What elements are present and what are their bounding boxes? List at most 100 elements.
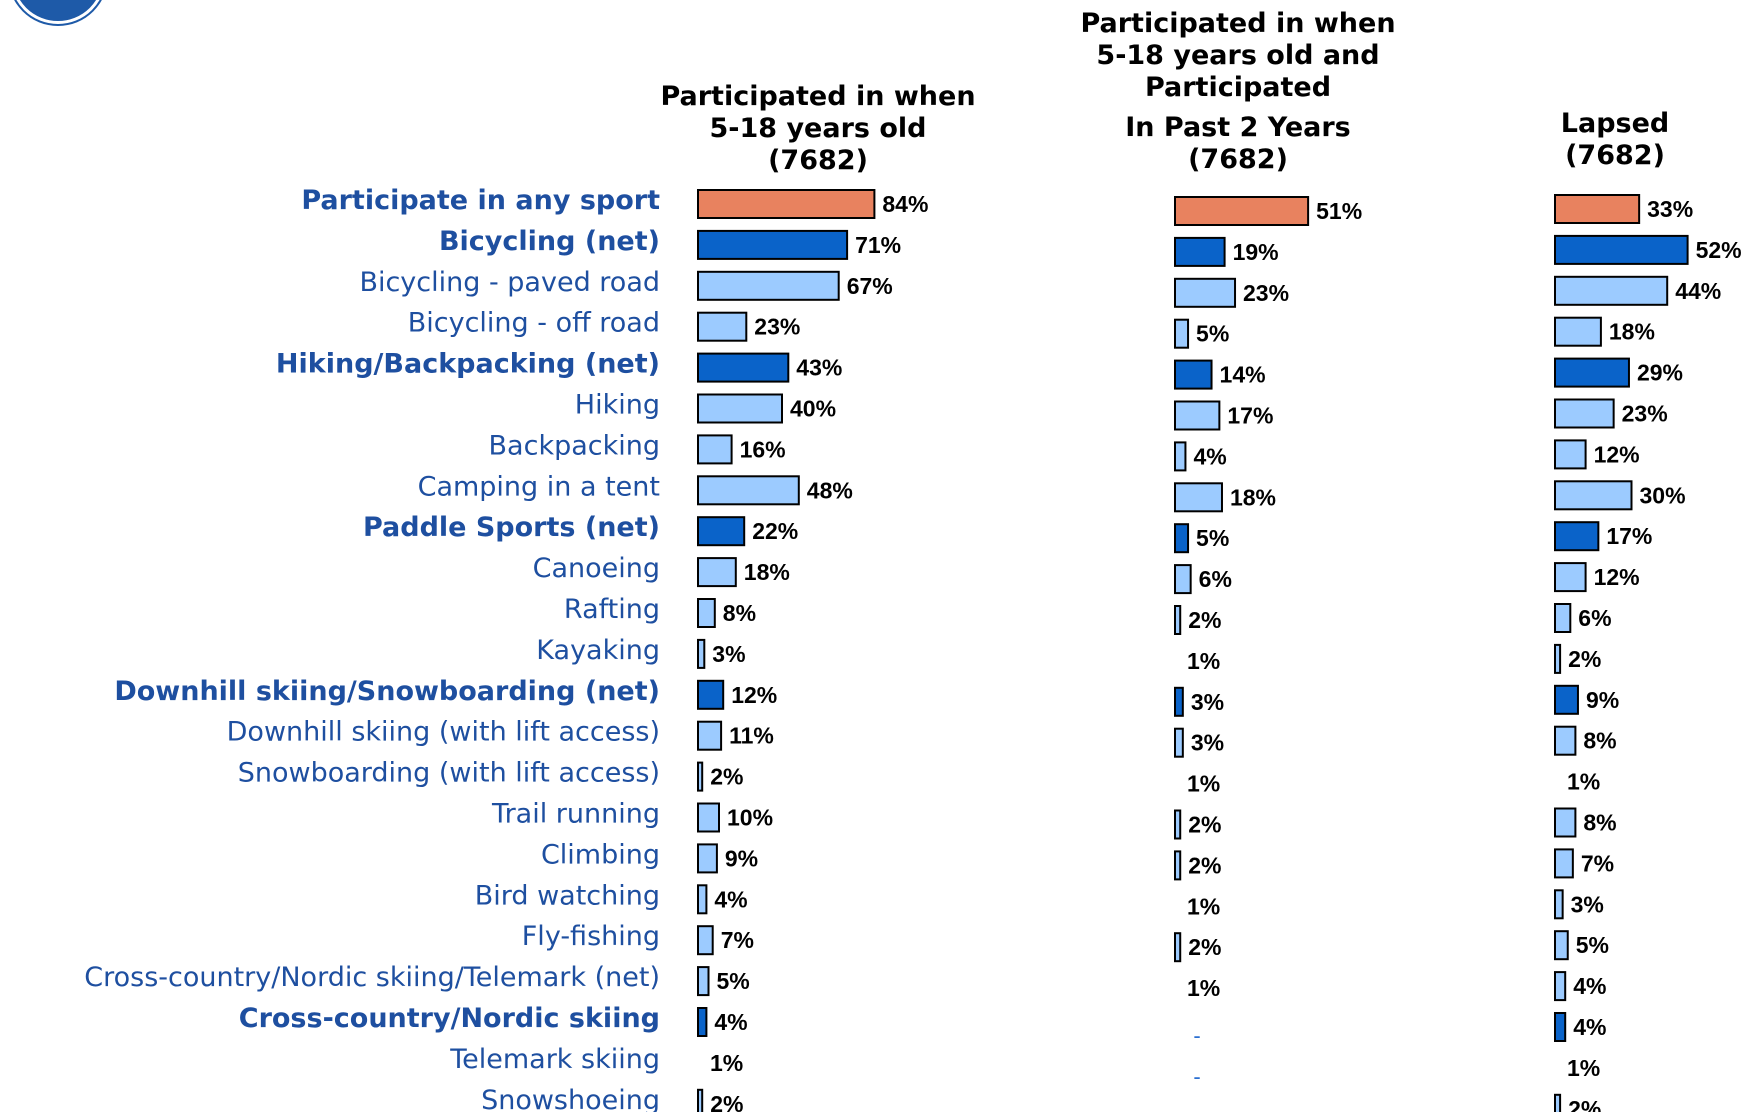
series-0-value-label-15: 10% — [727, 805, 773, 831]
series-0-bar-4 — [697, 352, 790, 383]
row-label-13: Downhill skiing (with lift access) — [227, 717, 660, 748]
series-1-bar-3 — [1174, 318, 1190, 349]
series-0-value-label-20: 4% — [714, 1009, 747, 1035]
series-1-value-label-11: 1% — [1187, 648, 1220, 674]
series-0-value-label-16: 9% — [725, 845, 758, 871]
series-2-bar-4 — [1554, 357, 1630, 388]
series-1-value-label-3: 5% — [1196, 321, 1229, 347]
series-2-bar-18 — [1554, 930, 1569, 961]
series-1-bar-10 — [1174, 605, 1182, 635]
series-0-value-label-14: 2% — [710, 764, 743, 790]
series-1-value-label-9: 6% — [1199, 566, 1232, 592]
series-1-dash-20: - — [1193, 1023, 1200, 1048]
series-0-value-label-22: 2% — [710, 1091, 743, 1112]
series-1-value-label-16: 2% — [1188, 852, 1221, 878]
series-0-value-label-21: 1% — [710, 1050, 743, 1076]
series-0-bar-15 — [697, 802, 720, 833]
row-label-17: Bird watching — [475, 880, 660, 911]
series-0-bar-18 — [697, 925, 714, 956]
series-2-value-label-5: 23% — [1622, 401, 1668, 427]
series-0-bar-5 — [697, 393, 783, 424]
series-1-value-label-12: 3% — [1191, 689, 1224, 715]
row-label-6: Backpacking — [489, 430, 660, 461]
row-label-20: Cross-country/Nordic skiing — [239, 1003, 660, 1034]
series-1-title-line-2: Participated — [1145, 72, 1331, 103]
series-1-title-line-0: Participated in when — [1080, 8, 1395, 39]
row-label-18: Fly-fishing — [522, 921, 660, 952]
series-2-bar-7 — [1554, 480, 1633, 511]
row-label-15: Trail running — [491, 799, 660, 830]
series-0-value-label-13: 11% — [729, 723, 774, 749]
series-1-value-label-13: 3% — [1191, 730, 1224, 756]
series-2-value-label-19: 4% — [1573, 973, 1606, 999]
series-2-value-label-10: 6% — [1578, 605, 1611, 631]
row-label-21: Telemark skiing — [449, 1044, 660, 1075]
series-0-bar-20 — [697, 1007, 708, 1037]
series-2-value-label-6: 12% — [1594, 441, 1640, 467]
row-label-0: Participate in any sport — [301, 185, 660, 216]
row-label-9: Canoeing — [533, 553, 660, 584]
series-2-bar-6 — [1554, 439, 1587, 470]
series-1-dash-21: - — [1193, 1064, 1200, 1089]
series-1-bar-5 — [1174, 400, 1221, 431]
series-2-value-label-20: 4% — [1573, 1014, 1606, 1040]
series-1-bar-18 — [1174, 932, 1182, 963]
series-1-value-label-1: 19% — [1233, 239, 1279, 265]
series-1-bar-16 — [1174, 850, 1182, 881]
series-2-bar-9 — [1554, 562, 1587, 593]
series-2-bar-11 — [1554, 643, 1562, 674]
series-1-value-label-19: 1% — [1187, 975, 1220, 1001]
series-2-bar-8 — [1554, 521, 1600, 552]
series-2-value-label-18: 5% — [1576, 932, 1609, 958]
series-2-value-label-4: 29% — [1637, 360, 1683, 386]
series-1-value-label-17: 1% — [1187, 893, 1220, 919]
series-0-value-label-9: 18% — [744, 559, 790, 585]
row-label-12: Downhill skiing/Snowboarding (net) — [114, 676, 660, 707]
series-2-value-label-21: 1% — [1567, 1055, 1600, 1081]
series-1-title-line-4: (7682) — [1188, 144, 1288, 175]
series-0-bar-7 — [697, 475, 800, 506]
series-1-bar-0 — [1174, 196, 1310, 226]
row-label-14: Snowboarding (with lift access) — [238, 758, 660, 789]
series-0-title-line-0: Participated in when — [660, 81, 975, 112]
series-2-bar-10 — [1554, 603, 1572, 633]
row-label-11: Kayaking — [536, 635, 660, 666]
series-0-value-label-11: 3% — [712, 641, 745, 667]
series-1-bar-1 — [1174, 236, 1226, 267]
series-0-value-label-18: 7% — [721, 927, 754, 953]
series-0-value-label-4: 43% — [796, 355, 842, 381]
row-label-10: Rafting — [564, 594, 660, 625]
series-0-bar-13 — [697, 720, 723, 751]
row-label-1: Bicycling (net) — [439, 226, 660, 257]
series-2-title-line-1: (7682) — [1565, 140, 1665, 171]
row-label-19: Cross-country/Nordic skiing/Telemark (ne… — [84, 962, 660, 993]
series-1-dash-22: - — [1193, 1105, 1200, 1112]
series-0-value-label-12: 12% — [731, 682, 777, 708]
series-2-bar-20 — [1554, 1012, 1567, 1042]
series-2-bar-3 — [1554, 316, 1602, 347]
series-1-title-line-3: In Past 2 Years — [1125, 112, 1351, 143]
series-1-bar-6 — [1174, 441, 1187, 472]
series-0-bar-9 — [697, 557, 737, 588]
series-0-bar-10 — [697, 598, 716, 628]
series-1-bar-8 — [1174, 523, 1190, 554]
series-0-value-label-7: 48% — [807, 477, 853, 503]
series-0-title-line-1: 5-18 years old — [709, 113, 926, 144]
row-label-7: Camping in a tent — [418, 471, 660, 502]
series-0-value-label-0: 84% — [882, 191, 928, 217]
series-0-value-label-3: 23% — [754, 314, 800, 340]
series-1-bar-9 — [1174, 564, 1192, 595]
series-2-value-label-2: 44% — [1675, 278, 1721, 304]
series-0-value-label-1: 71% — [855, 232, 901, 258]
row-label-4: Hiking/Backpacking (net) — [276, 349, 660, 380]
series-2-value-label-13: 8% — [1583, 728, 1616, 754]
series-0-value-label-5: 40% — [790, 396, 836, 422]
series-2-bar-19 — [1554, 971, 1567, 1002]
series-0-value-label-8: 22% — [752, 518, 798, 544]
series-0-bar-17 — [697, 884, 708, 915]
series-0-value-label-10: 8% — [723, 600, 756, 626]
series-1-bar-2 — [1174, 277, 1237, 308]
series-0-title-line-2: (7682) — [768, 145, 868, 176]
series-2-bar-5 — [1554, 398, 1615, 429]
